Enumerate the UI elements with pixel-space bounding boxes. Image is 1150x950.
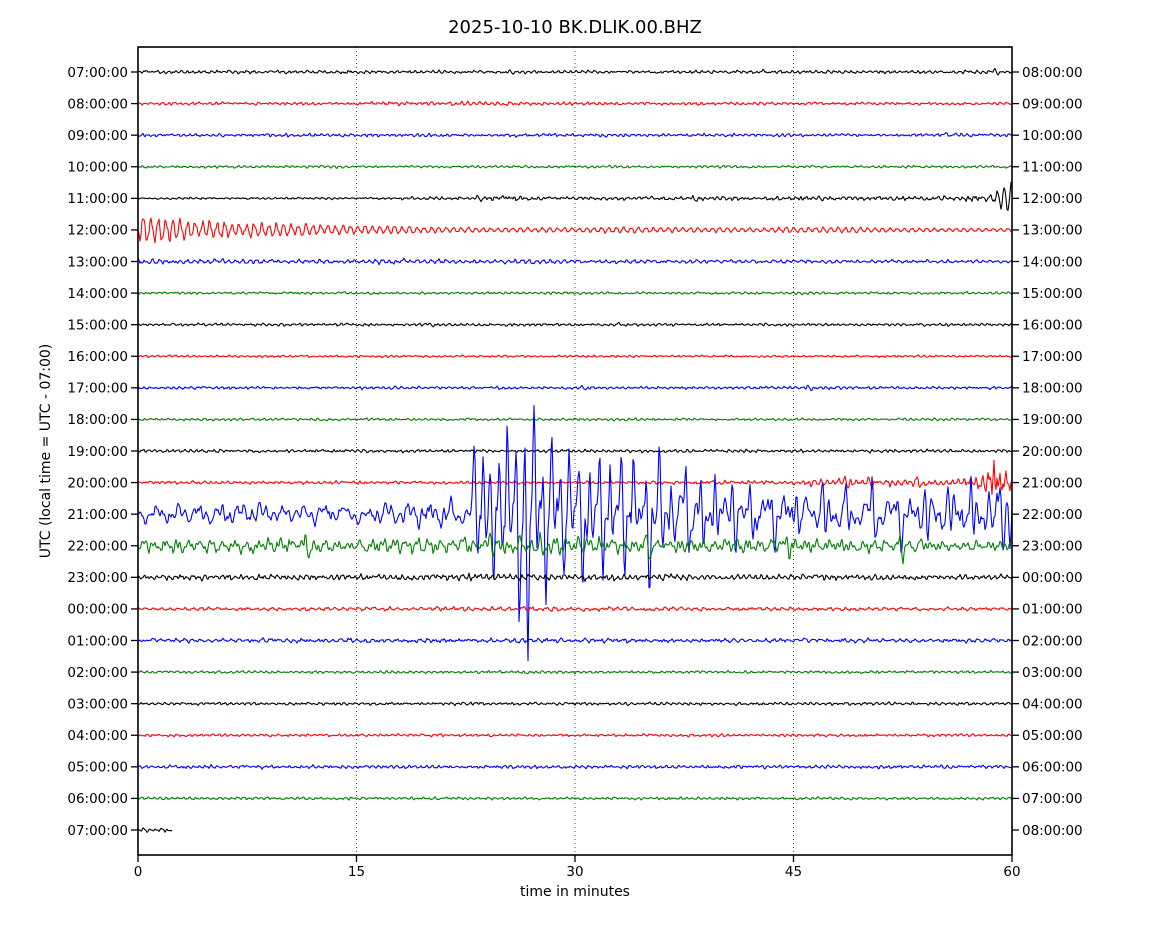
row-label-end: 21:00:00 [1022, 475, 1083, 491]
trace-row-12:00:00 [138, 217, 1012, 244]
row-label-end: 05:00:00 [1022, 728, 1083, 744]
row-label-end: 14:00:00 [1022, 254, 1083, 270]
x-tick-label: 60 [1003, 864, 1020, 880]
trace-row-01:00:00 [138, 637, 1012, 644]
trace-row-04:00:00 [138, 733, 1012, 738]
x-tick-label: 45 [785, 864, 802, 880]
y-axis-label: UTC (local time = UTC - 07:00) [38, 344, 54, 559]
row-label-end: 17:00:00 [1022, 349, 1083, 365]
x-tick-label: 30 [566, 864, 583, 880]
x-tick-label: 0 [134, 864, 143, 880]
trace-row-17:00:00 [138, 384, 1012, 392]
row-label-end: 00:00:00 [1022, 570, 1083, 586]
row-label-end: 07:00:00 [1022, 791, 1083, 807]
trace-row-10:00:00 [138, 164, 1012, 169]
x-axis-label: time in minutes [520, 884, 630, 900]
trace-row-03:00:00 [138, 701, 1012, 707]
row-label-utc: 21:00:00 [67, 507, 128, 523]
row-label-utc: 06:00:00 [67, 791, 128, 807]
trace-row-11:00:00 [138, 181, 1012, 211]
trace-row-22:00:00 [138, 531, 1012, 565]
trace-row-00:00:00 [138, 605, 1012, 612]
trace-row-18:00:00 [138, 417, 1012, 422]
row-label-end: 22:00:00 [1022, 507, 1083, 523]
trace-row-15:00:00 [138, 321, 1012, 328]
row-label-utc: 20:00:00 [67, 475, 128, 491]
trace-row-16:00:00 [138, 354, 1012, 359]
row-label-utc: 04:00:00 [67, 728, 128, 744]
row-label-utc: 23:00:00 [67, 570, 128, 586]
row-label-utc: 19:00:00 [67, 444, 128, 460]
trace-row-13:00:00 [138, 257, 1012, 266]
row-label-end: 19:00:00 [1022, 412, 1083, 428]
row-label-end: 03:00:00 [1022, 665, 1083, 681]
trace-row-21:00:00 [138, 405, 1012, 662]
row-label-end: 12:00:00 [1022, 191, 1083, 207]
row-label-utc: 18:00:00 [67, 412, 128, 428]
trace-row-23:00:00 [138, 572, 1012, 582]
row-label-end: 02:00:00 [1022, 633, 1083, 649]
row-label-utc: 14:00:00 [67, 286, 128, 302]
row-label-end: 20:00:00 [1022, 444, 1083, 460]
row-label-end: 08:00:00 [1022, 65, 1083, 81]
row-label-utc: 08:00:00 [67, 96, 128, 112]
row-label-utc: 05:00:00 [67, 760, 128, 776]
row-label-utc: 11:00:00 [67, 191, 128, 207]
row-label-utc: 02:00:00 [67, 665, 128, 681]
tick-labels: 0 15 30 45 60 07:00:00 08:00:00 08:00:00 09:00:0… [67, 65, 1082, 880]
row-label-utc: 07:00:00 [67, 823, 128, 839]
row-label-end: 18:00:00 [1022, 381, 1083, 397]
row-label-end: 09:00:00 [1022, 96, 1083, 112]
row-label-end: 08:00:00 [1022, 823, 1083, 839]
trace-row-20:00:00 [138, 459, 1012, 495]
row-label-end: 10:00:00 [1022, 128, 1083, 144]
trace-group [138, 67, 1012, 833]
trace-row-14:00:00 [138, 290, 1012, 296]
row-label-utc: 15:00:00 [67, 317, 128, 333]
trace-row-05:00:00 [138, 764, 1012, 770]
trace-row-07:00:00 [138, 827, 173, 833]
row-label-end: 13:00:00 [1022, 223, 1083, 239]
row-label-utc: 03:00:00 [67, 696, 128, 712]
row-label-utc: 17:00:00 [67, 381, 128, 397]
row-label-end: 15:00:00 [1022, 286, 1083, 302]
row-label-utc: 22:00:00 [67, 539, 128, 555]
trace-row-09:00:00 [138, 132, 1012, 138]
trace-row-08:00:00 [138, 100, 1012, 107]
row-label-utc: 12:00:00 [67, 223, 128, 239]
row-label-end: 16:00:00 [1022, 317, 1083, 333]
trace-row-07:00:00 [138, 67, 1012, 76]
row-label-end: 11:00:00 [1022, 160, 1083, 176]
row-label-utc: 01:00:00 [67, 633, 128, 649]
row-label-utc: 00:00:00 [67, 602, 128, 618]
row-label-utc: 13:00:00 [67, 254, 128, 270]
row-label-utc: 07:00:00 [67, 65, 128, 81]
trace-row-19:00:00 [138, 448, 1012, 454]
row-label-end: 23:00:00 [1022, 539, 1083, 555]
trace-row-06:00:00 [138, 796, 1012, 801]
row-label-end: 01:00:00 [1022, 602, 1083, 618]
row-label-end: 06:00:00 [1022, 760, 1083, 776]
axis-ticks [131, 71, 1019, 862]
row-label-end: 04:00:00 [1022, 696, 1083, 712]
x-tick-label: 15 [348, 864, 365, 880]
row-label-utc: 09:00:00 [67, 128, 128, 144]
row-label-utc: 10:00:00 [67, 160, 128, 176]
trace-row-02:00:00 [138, 669, 1012, 675]
plot-title: 2025-10-10 BK.DLIK.00.BHZ [448, 17, 702, 38]
row-label-utc: 16:00:00 [67, 349, 128, 365]
